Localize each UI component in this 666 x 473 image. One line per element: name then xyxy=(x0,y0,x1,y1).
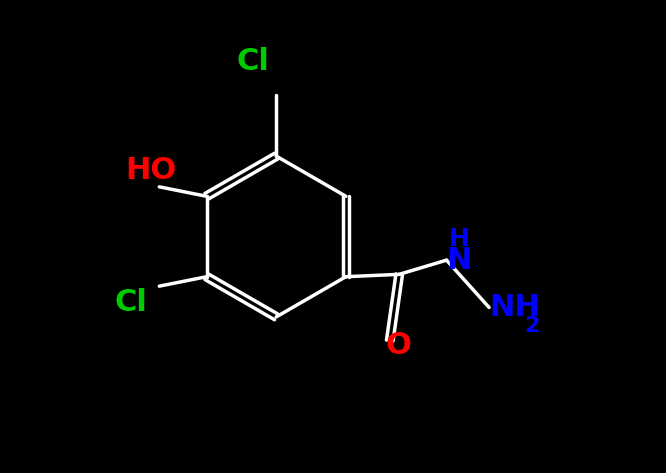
Text: 2: 2 xyxy=(525,316,540,336)
Text: H: H xyxy=(449,227,470,251)
Text: HO: HO xyxy=(125,156,176,185)
Text: N: N xyxy=(446,245,472,275)
Text: Cl: Cl xyxy=(115,288,147,317)
Text: NH: NH xyxy=(489,293,540,322)
Text: O: O xyxy=(385,331,411,360)
Text: Cl: Cl xyxy=(236,47,269,76)
